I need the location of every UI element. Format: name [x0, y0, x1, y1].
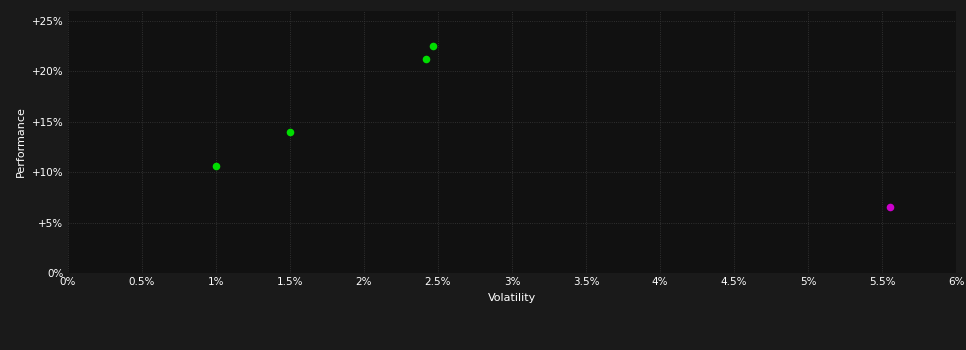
- Point: [426, 43, 441, 49]
- Point: [282, 129, 298, 134]
- X-axis label: Volatility: Volatility: [488, 293, 536, 303]
- Point: [418, 56, 434, 62]
- Point: [208, 163, 223, 169]
- Y-axis label: Performance: Performance: [16, 106, 26, 177]
- Point: [882, 204, 897, 210]
